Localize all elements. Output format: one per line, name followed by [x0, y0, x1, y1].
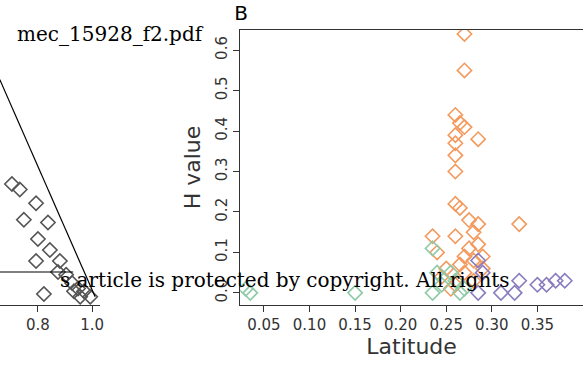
svg-text:1.0: 1.0	[80, 316, 104, 334]
svg-text:0.0: 0.0	[213, 279, 231, 303]
svg-text:0.05: 0.05	[247, 316, 280, 334]
svg-text:s article is protected by copy: s article is protected by copyright. All…	[60, 268, 510, 292]
svg-text:0.4: 0.4	[213, 117, 231, 141]
svg-text:0.20: 0.20	[384, 316, 417, 334]
svg-text:0.10: 0.10	[293, 316, 326, 334]
svg-text:0.30: 0.30	[475, 316, 508, 334]
svg-text:0.1: 0.1	[213, 238, 231, 262]
svg-text:0.5: 0.5	[213, 76, 231, 100]
svg-text:0.2: 0.2	[213, 198, 231, 222]
svg-text:0.6: 0.6	[213, 36, 231, 60]
svg-text:0.25: 0.25	[430, 316, 463, 334]
svg-text:Latitude: Latitude	[366, 334, 457, 359]
svg-text:H value: H value	[180, 126, 205, 210]
svg-text:0.15: 0.15	[338, 316, 371, 334]
svg-text:mec_15928_f2.pdf: mec_15928_f2.pdf	[17, 22, 204, 46]
svg-text:B: B	[234, 1, 248, 25]
svg-text:0.8: 0.8	[26, 316, 50, 334]
svg-text:0.3: 0.3	[213, 157, 231, 181]
svg-text:0.35: 0.35	[521, 316, 554, 334]
